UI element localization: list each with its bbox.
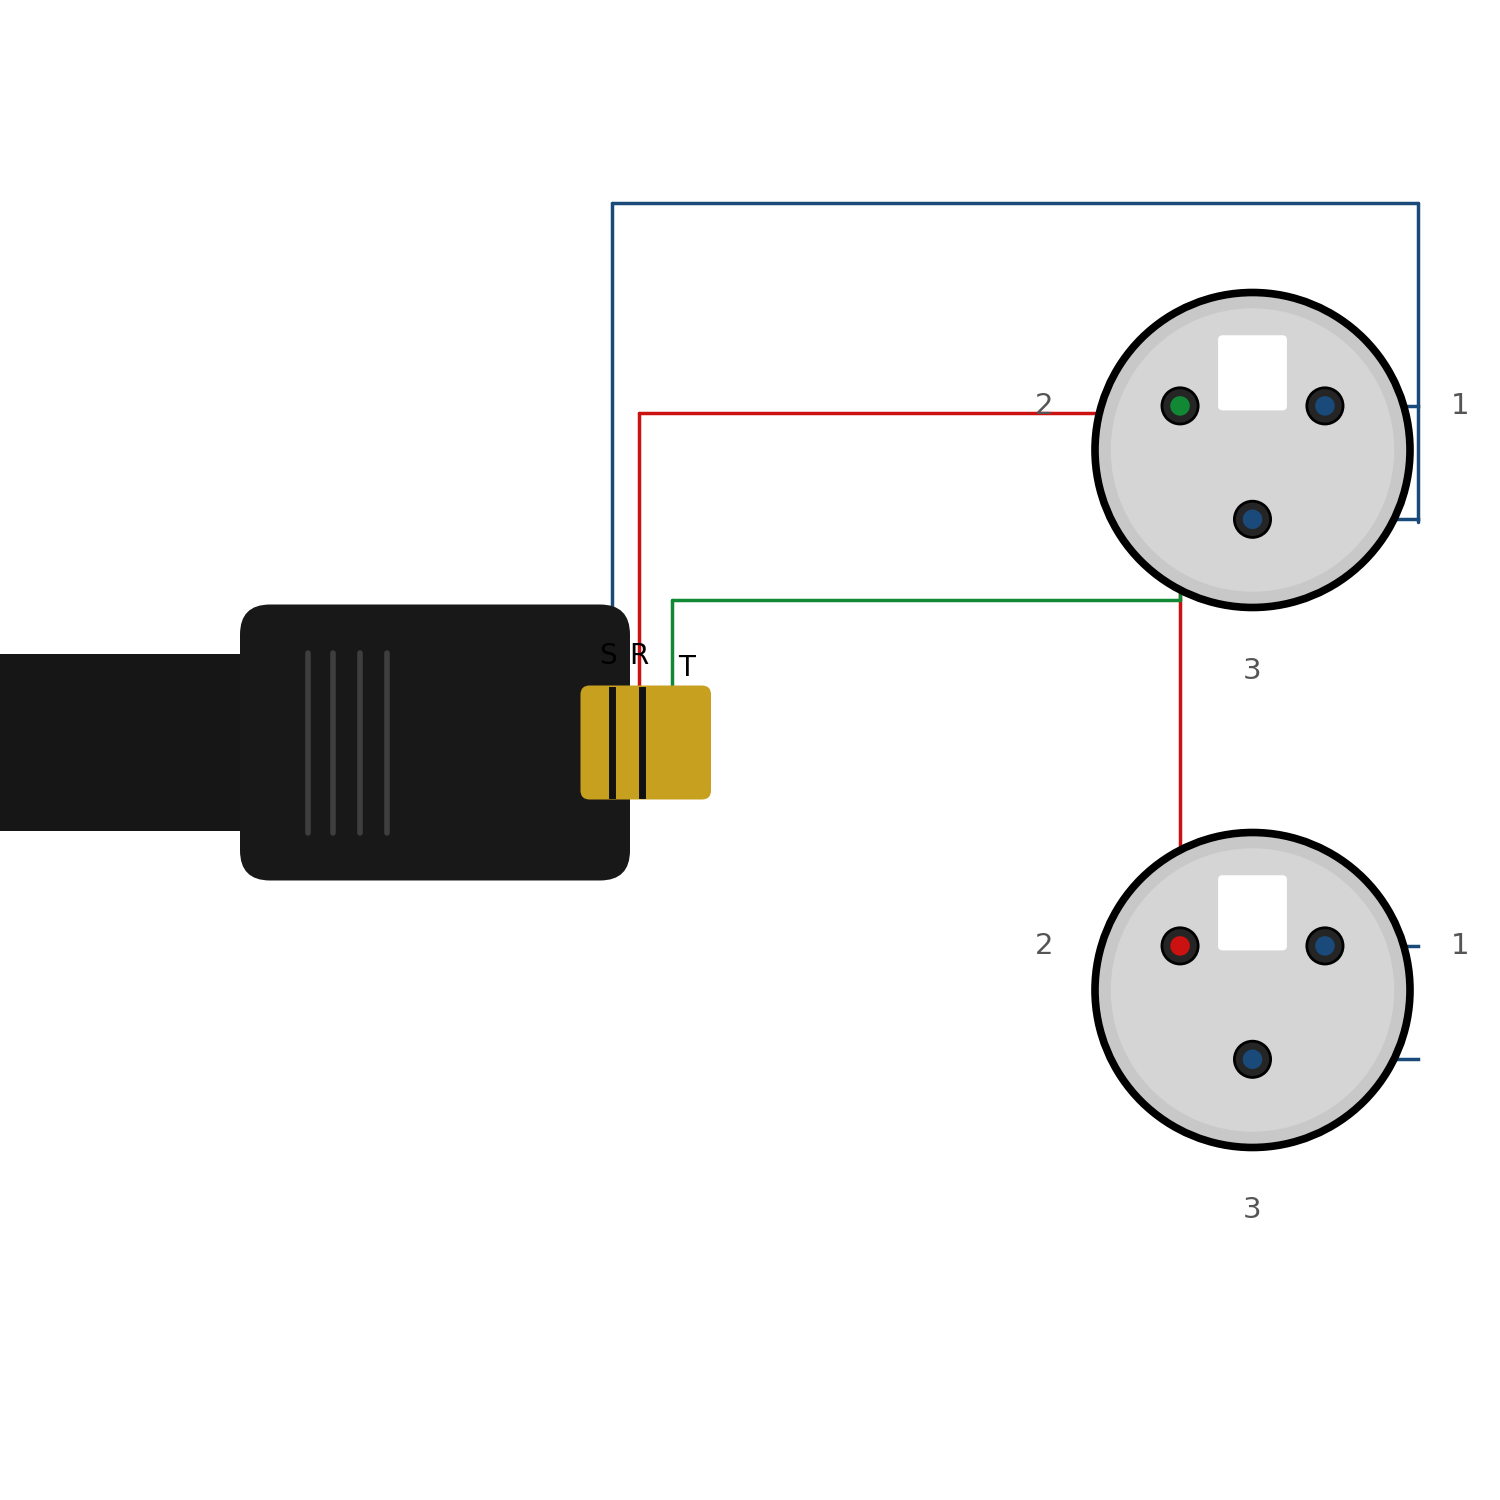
Text: 2: 2 [1035,392,1054,420]
Circle shape [1110,849,1395,1131]
Circle shape [1242,510,1263,530]
Text: S: S [598,642,616,670]
Circle shape [1162,388,1198,424]
Text: 1: 1 [1450,392,1470,420]
Circle shape [1242,1050,1263,1070]
FancyBboxPatch shape [580,686,711,800]
FancyBboxPatch shape [240,604,630,880]
Circle shape [1170,936,1190,956]
Text: R: R [630,642,648,670]
FancyBboxPatch shape [1218,876,1287,951]
Circle shape [1170,396,1190,416]
Circle shape [1316,936,1335,956]
Circle shape [1234,1041,1270,1077]
Circle shape [1316,396,1335,416]
FancyBboxPatch shape [0,654,356,831]
FancyBboxPatch shape [1218,336,1287,411]
Circle shape [1095,292,1410,608]
Circle shape [1110,309,1395,592]
Text: 3: 3 [1244,1197,1262,1224]
Text: 2: 2 [1035,932,1054,960]
Text: 3: 3 [1244,657,1262,684]
Circle shape [1162,928,1198,964]
Text: T: T [678,654,694,682]
Circle shape [1306,388,1342,424]
Text: 1: 1 [1450,932,1470,960]
Circle shape [1306,928,1342,964]
Circle shape [1234,501,1270,537]
Circle shape [1095,833,1410,1148]
